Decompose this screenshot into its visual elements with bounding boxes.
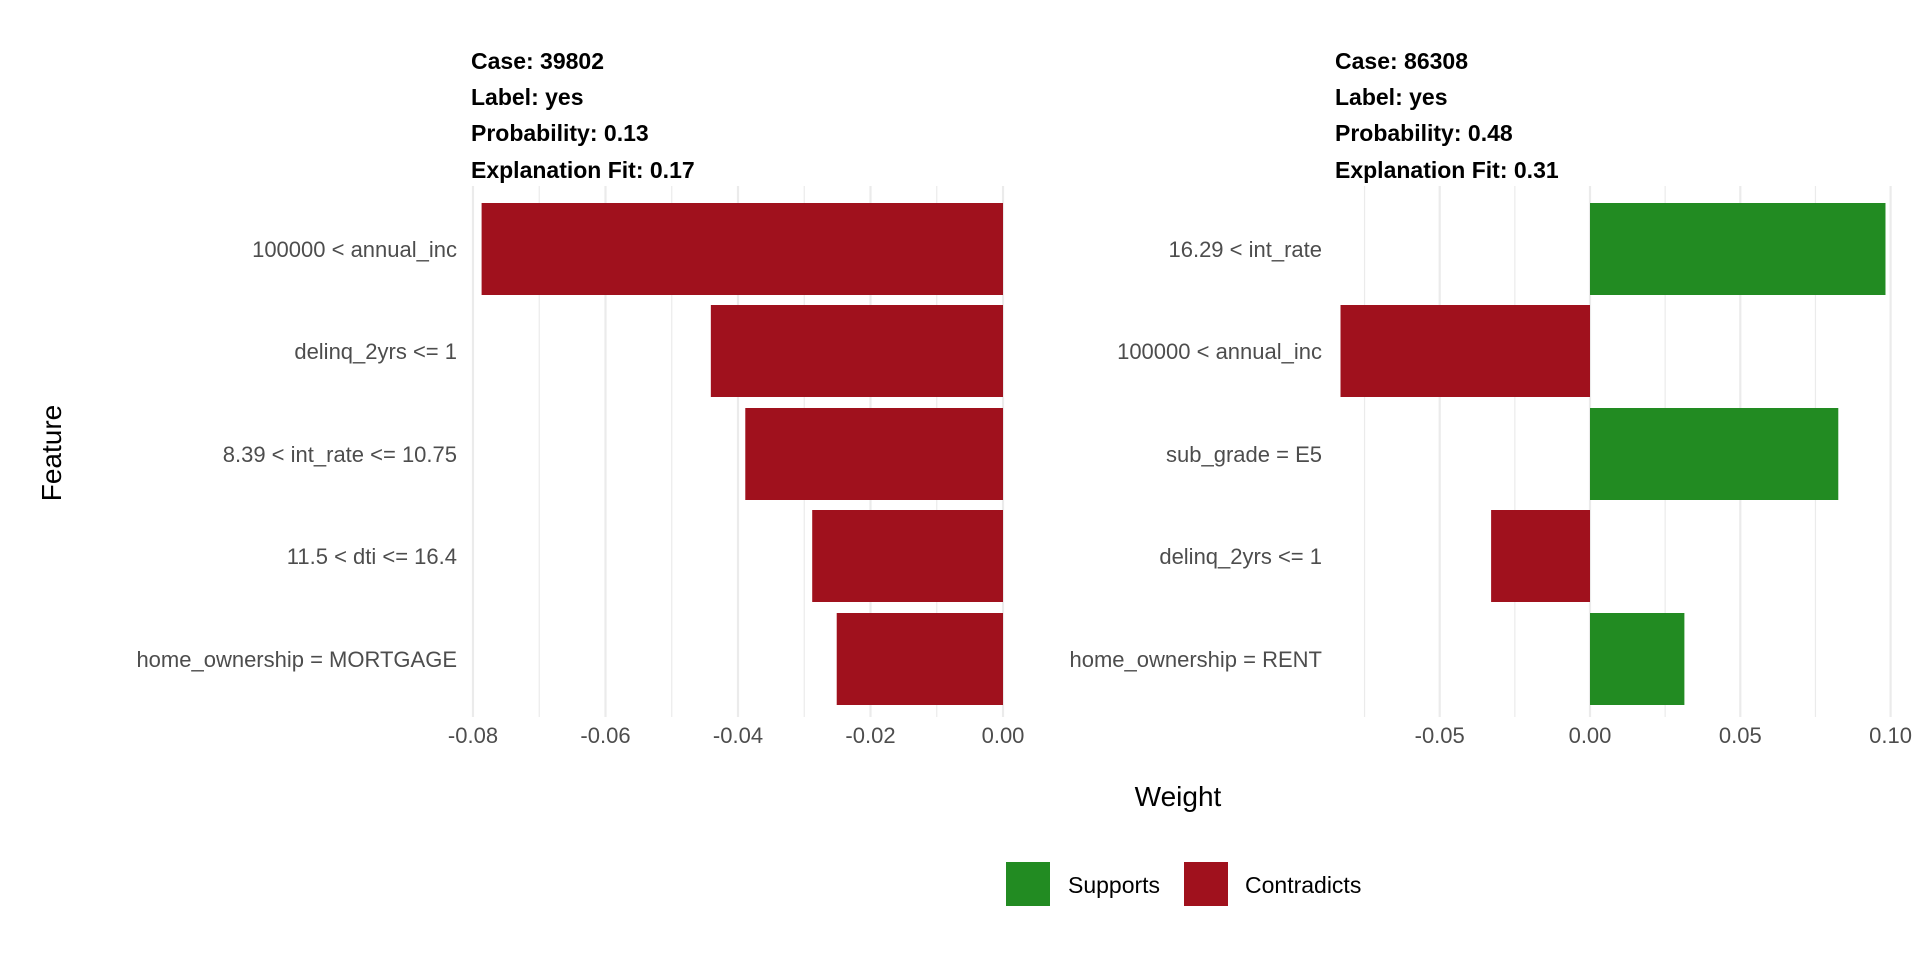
category-label: 8.39 < int_rate <= 10.75	[223, 442, 457, 467]
panel-header-line: Explanation Fit: 0.31	[1335, 157, 1559, 183]
panel-1: 100000 < annual_inc delinq_2yrs <= 1 8.39 …	[136, 48, 1024, 748]
bar-supports	[1590, 408, 1839, 500]
x-tick-label: -0.02	[845, 723, 895, 748]
category-label: home_ownership = MORTGAGE	[136, 647, 457, 672]
bar-contradicts	[812, 510, 1004, 602]
legend-swatch-contradicts	[1184, 862, 1228, 906]
x-tick-label: 0.00	[1569, 723, 1612, 748]
panel-header-line: Label: yes	[1335, 84, 1448, 110]
bar-contradicts	[710, 305, 1004, 397]
x-tick-label: -0.04	[713, 723, 763, 748]
x-tick-label: -0.06	[580, 723, 630, 748]
legend: Supports Contradicts	[1006, 862, 1361, 906]
panel-header-line: Case: 86308	[1335, 48, 1468, 74]
bar-supports	[1590, 203, 1886, 295]
panel-header-line: Probability: 0.48	[1335, 120, 1513, 146]
category-label: delinq_2yrs <= 1	[294, 339, 457, 364]
bar-contradicts	[836, 613, 1004, 705]
category-label: 11.5 < dti <= 16.4	[287, 544, 457, 569]
legend-swatch-supports	[1006, 862, 1050, 906]
x-tick-label: -0.08	[448, 723, 498, 748]
panel-header-line: Case: 39802	[471, 48, 604, 74]
panel-header-line: Label: yes	[471, 84, 584, 110]
x-tick-label: 0.00	[982, 723, 1025, 748]
bar-supports	[1590, 613, 1685, 705]
x-tick-label: 0.10	[1869, 723, 1912, 748]
bar-contradicts	[481, 203, 1004, 295]
category-label: 100000 < annual_inc	[1117, 339, 1322, 364]
bar-contradicts	[1340, 305, 1591, 397]
category-label: 16.29 < int_rate	[1168, 237, 1322, 262]
panel-header-line: Probability: 0.13	[471, 120, 649, 146]
panel-header-line: Explanation Fit: 0.17	[471, 157, 695, 183]
chart-panels: 100000 < annual_inc delinq_2yrs <= 1 8.39 …	[136, 48, 1912, 748]
category-label: sub_grade = E5	[1166, 442, 1322, 467]
legend-label-supports: Supports	[1068, 872, 1160, 898]
bar-contradicts	[1491, 510, 1591, 602]
category-label: delinq_2yrs <= 1	[1159, 544, 1322, 569]
x-tick-label: -0.05	[1415, 723, 1465, 748]
legend-label-contradicts: Contradicts	[1245, 872, 1361, 898]
x-axis-title: Weight	[1135, 781, 1222, 812]
bar-contradicts	[745, 408, 1004, 500]
category-label: home_ownership = RENT	[1069, 647, 1322, 672]
y-axis-title: Feature	[36, 405, 67, 502]
panel-2: 16.29 < int_rate 100000 < annual_inc sub_g…	[1069, 48, 1912, 748]
category-label: 100000 < annual_inc	[252, 237, 457, 262]
x-tick-label: 0.05	[1719, 723, 1762, 748]
